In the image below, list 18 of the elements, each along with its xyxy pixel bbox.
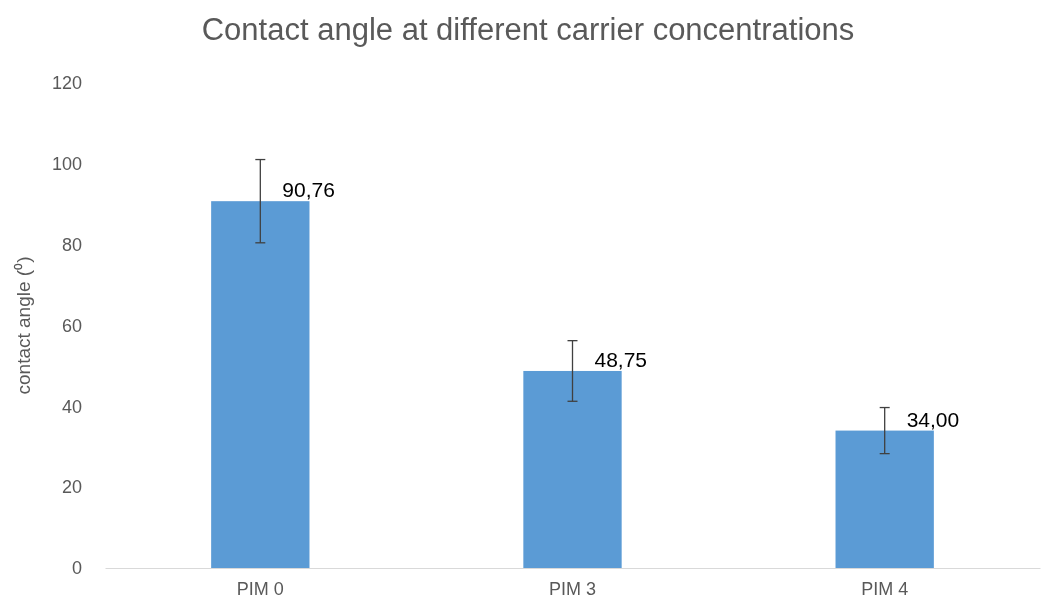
y-tick-label: 100 [51, 154, 82, 175]
y-tick-label: 120 [51, 73, 82, 94]
y-axis-title: contact angle (⁰) [13, 256, 34, 395]
y-tick-label: 0 [71, 558, 82, 579]
bar [211, 201, 310, 568]
x-tick-label: PIM 0 [236, 578, 284, 599]
data-label: 34,00 [906, 407, 960, 431]
bar [523, 370, 622, 568]
y-tick-label: 60 [61, 315, 82, 336]
bar [835, 430, 934, 568]
data-label: 90,76 [282, 178, 335, 202]
y-tick-label: 20 [61, 477, 82, 498]
x-tick-label: PIM 3 [548, 578, 597, 599]
x-tick-label: PIM 4 [861, 578, 909, 599]
y-tick-label: 40 [61, 396, 82, 417]
data-label: 48,75 [594, 347, 648, 371]
y-tick-label: 80 [61, 234, 82, 255]
chart-title: Contact angle at different carrier concentrations [201, 12, 855, 47]
